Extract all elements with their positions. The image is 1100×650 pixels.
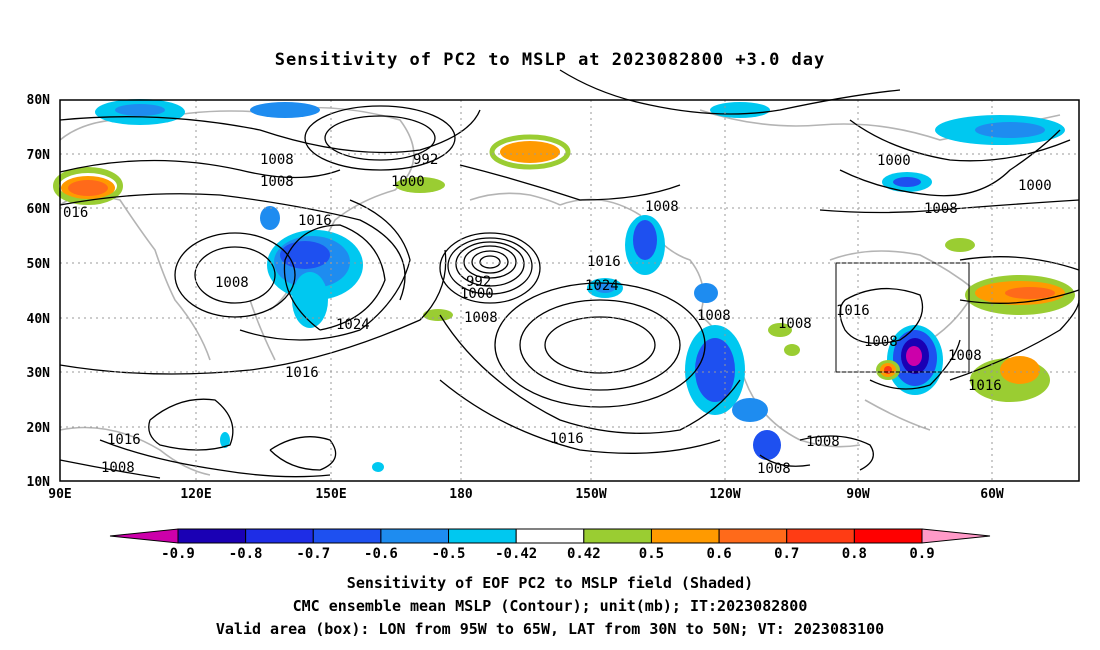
colorbar-cell: [312, 528, 382, 544]
mslp-contours: [59, 69, 1080, 479]
colorbar-label: -0.8: [229, 546, 263, 562]
lon-label: 60W: [980, 487, 1004, 502]
colorbar-cell: [380, 528, 450, 544]
map-frame: [59, 99, 1080, 482]
contour-label: 1008: [260, 152, 294, 168]
shade-blob-arctic-strip: [250, 102, 320, 118]
lat-label: 60N: [27, 202, 51, 217]
contour-label: 1000: [391, 174, 425, 190]
contour-label: 1024: [585, 278, 619, 294]
contour-label: 1008: [806, 434, 840, 450]
lon-label: 90E: [48, 487, 71, 502]
colorbar-end-low: [109, 528, 179, 544]
contour-label: 1000: [877, 153, 911, 169]
colorbar-cell: [718, 528, 788, 544]
colorbar-cell: [853, 528, 923, 544]
lat-label: 50N: [27, 257, 51, 272]
lat-label: 40N: [27, 312, 51, 327]
lon-label: 120E: [180, 487, 211, 502]
contour-label: 992: [466, 274, 491, 290]
colorbar-label: 0.6: [706, 546, 731, 562]
contour-label: 1008: [924, 201, 958, 217]
shade-blob-green-west: [53, 167, 123, 205]
contour-label: 1024: [336, 317, 370, 333]
shade-blob-orange-arctic: [500, 141, 560, 163]
contour-label: 1000: [460, 286, 494, 302]
contour-label: 1016: [550, 431, 584, 447]
contour-label: 1016: [298, 213, 332, 229]
contour-label: 1008: [215, 275, 249, 291]
lat-label: 10N: [27, 475, 51, 490]
colorbar-label: 0.8: [842, 546, 867, 562]
colorbar-label: -0.5: [432, 546, 466, 562]
lat-label: 80N: [27, 93, 51, 108]
lat-label: 30N: [27, 366, 51, 381]
contour-label: 1008: [645, 199, 679, 215]
lon-label: 150W: [575, 487, 606, 502]
colorbar-label: -0.7: [296, 546, 330, 562]
contour-label: 1016: [587, 254, 621, 270]
colorbar-cell: [245, 528, 314, 544]
colorbar-cell: [650, 528, 720, 544]
contour-label: 1008: [697, 308, 731, 324]
contour-label: 1008: [101, 460, 135, 476]
footer-line-2: CMC ensemble mean MSLP (Contour); unit(m…: [292, 597, 808, 615]
colorbar-label: -0.6: [364, 546, 398, 562]
contour-label: 1000: [1018, 178, 1052, 194]
lat-label: 20N: [27, 421, 51, 436]
colorbar-label: 0.9: [909, 546, 934, 562]
colorbar-cell: [177, 528, 247, 544]
colorbar-cell: [515, 528, 585, 544]
map-title: Sensitivity of PC2 to MSLP at 2023082800…: [274, 50, 826, 70]
footer-line-1: Sensitivity of EOF PC2 to MSLP field (Sh…: [346, 574, 754, 592]
lat-label: 70N: [27, 148, 51, 163]
footer-line-3: Valid area (box): LON from 95W to 65W, L…: [215, 620, 885, 638]
contour-label: 1008: [864, 334, 898, 350]
lon-label: 120W: [709, 487, 740, 502]
contour-label: 992: [413, 152, 438, 168]
contour-label: 1008: [948, 348, 982, 364]
colorbar: -0.9 -0.8 -0.7 -0.6 -0.5 -0.42 0.42 0.5 0.6 0.7 0.…: [109, 528, 991, 562]
contour-label: 016: [63, 205, 88, 221]
colorbar-label: 0.42: [567, 546, 601, 562]
lon-label: 180: [449, 487, 473, 502]
contour-label: 1008: [260, 174, 294, 190]
lon-label: 90W: [846, 487, 870, 502]
contour-label: 1008: [757, 461, 791, 477]
lat-lon-grid: [60, 100, 1079, 481]
sensitivity-shading: [53, 99, 1075, 472]
colorbar-cell: [786, 528, 855, 544]
colorbar-cell: [583, 528, 652, 544]
contour-label: 1016: [107, 432, 141, 448]
colorbar-end-high: [921, 528, 991, 544]
colorbar-cell: [448, 528, 517, 544]
lon-label: 150E: [315, 487, 346, 502]
contour-label: 1016: [836, 303, 870, 319]
contour-label: 1016: [285, 365, 319, 381]
colorbar-label: 0.5: [639, 546, 664, 562]
sensitivity-map: 1008 992 1008 1000 1000 1000 1008 016 10…: [27, 69, 1080, 562]
contour-label: 1008: [464, 310, 498, 326]
colorbar-label: 0.7: [774, 546, 799, 562]
colorbar-label: -0.42: [495, 546, 537, 562]
colorbar-label: -0.9: [161, 546, 195, 562]
contour-label: 1008: [778, 316, 812, 332]
contour-label: 1016: [968, 378, 1002, 394]
